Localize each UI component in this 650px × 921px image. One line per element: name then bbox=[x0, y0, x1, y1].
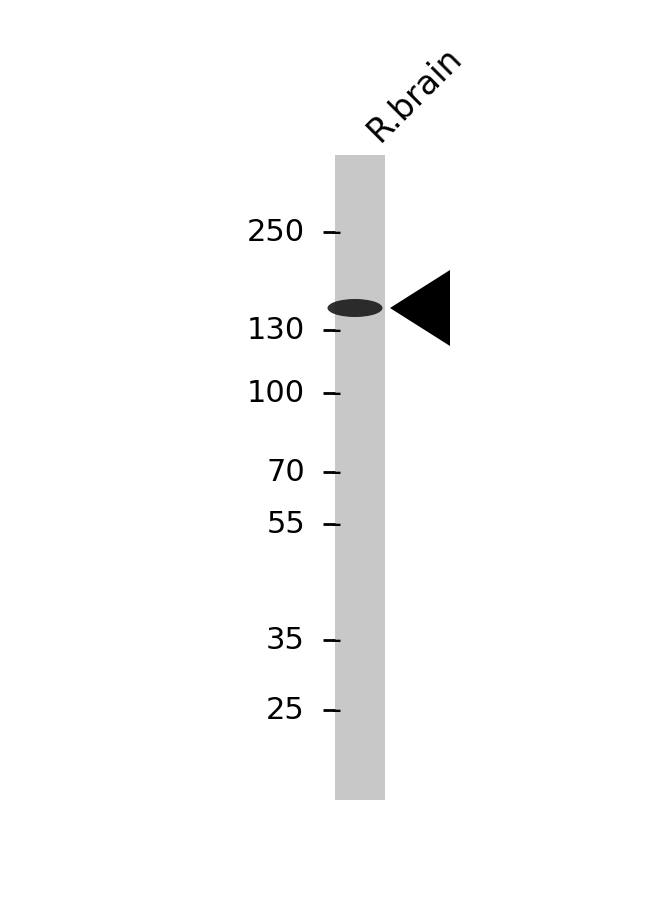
Text: R.brain: R.brain bbox=[361, 41, 469, 148]
Text: -: - bbox=[330, 625, 341, 655]
Text: 100: 100 bbox=[247, 379, 305, 407]
Text: 70: 70 bbox=[266, 458, 305, 486]
Text: 130: 130 bbox=[247, 316, 305, 344]
Polygon shape bbox=[390, 270, 450, 346]
Text: 250: 250 bbox=[247, 217, 305, 247]
Text: 35: 35 bbox=[266, 625, 305, 655]
Ellipse shape bbox=[328, 299, 382, 317]
Text: -: - bbox=[330, 509, 341, 539]
Text: 25: 25 bbox=[266, 695, 305, 725]
Text: -: - bbox=[330, 695, 341, 725]
Bar bbox=[335, 155, 385, 800]
Text: -: - bbox=[330, 458, 341, 486]
Text: -: - bbox=[330, 217, 341, 247]
Text: -: - bbox=[330, 316, 341, 344]
Text: -: - bbox=[330, 379, 341, 407]
Text: 55: 55 bbox=[266, 509, 305, 539]
